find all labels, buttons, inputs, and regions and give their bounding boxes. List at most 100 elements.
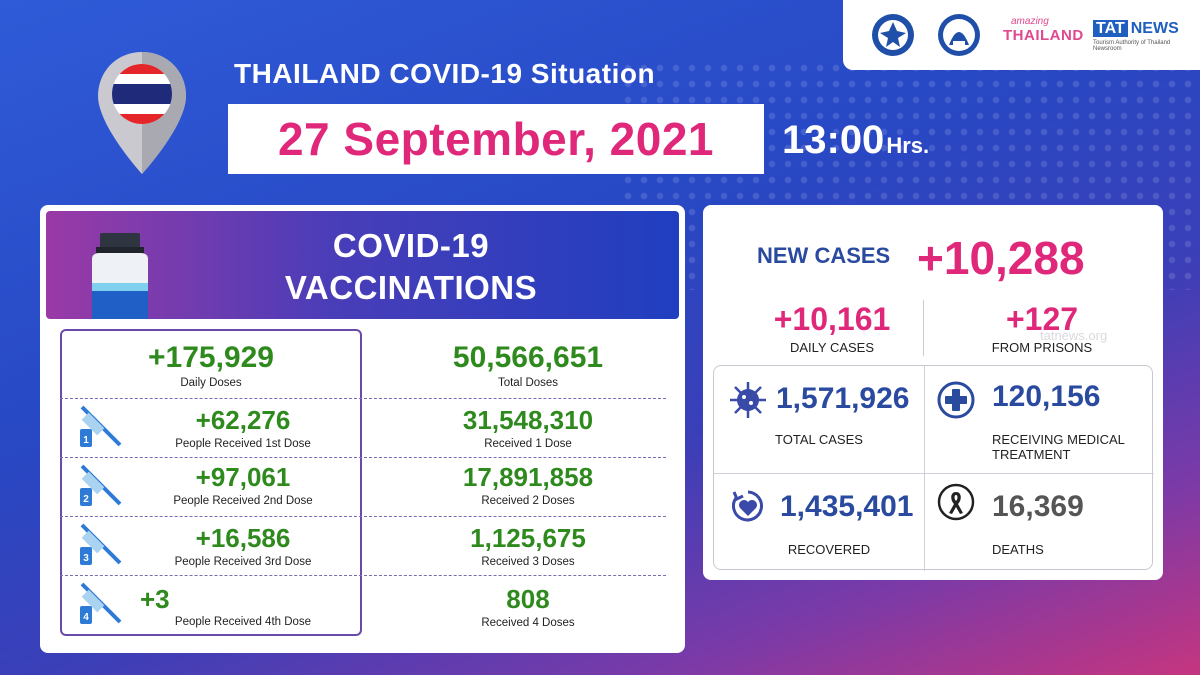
- prison-cases-cell: +127 FROM PRISONS: [937, 301, 1147, 355]
- total-cases-label-wrap: TOTAL CASES: [714, 432, 924, 447]
- second-dose-daily-cell: +97,061 People Received 2nd Dose: [130, 462, 356, 507]
- total-cases-stat: 1,571,926: [776, 382, 909, 416]
- syringe-icon: 3: [80, 523, 122, 565]
- thailand-flag-pin-icon: [98, 52, 186, 174]
- stats-divider-vertical: [924, 366, 925, 571]
- tat-seal-icon: [938, 14, 980, 56]
- syringe-icon: 1: [80, 405, 122, 447]
- amazing-small-text: amazing: [1011, 16, 1049, 27]
- syringe-dose-number: 2: [83, 494, 89, 505]
- daily-doses-cell: +175,929 Daily Doses: [60, 341, 362, 389]
- recovered-label-wrap: RECOVERED: [714, 542, 944, 557]
- recovered-heart-icon: [732, 490, 763, 522]
- tat-sub-text: Tourism Authority of Thailand Newsroom: [1093, 40, 1171, 52]
- total-doses-cell: 50,566,651 Total Doses: [390, 341, 666, 389]
- syringe-icon: 2: [80, 464, 122, 506]
- daily-cases-cell: +10,161 DAILY CASES: [727, 301, 937, 355]
- time-value: 13:00: [782, 118, 885, 162]
- vaccinations-header: COVID-19 VACCINATIONS: [46, 211, 679, 319]
- amazing-big-text: THAILAND: [1003, 27, 1084, 44]
- tat-news-logo: TAT NEWS Tourism Authority of Thailand Ne…: [1093, 20, 1200, 52]
- page-title: THAILAND COVID-19 Situation: [234, 58, 656, 89]
- fourth-dose-total-cell: 808 Received 4 Doses: [390, 584, 666, 629]
- second-dose-daily-label: People Received 2nd Dose: [173, 495, 313, 507]
- tat-news-text: NEWS: [1130, 20, 1179, 37]
- split-divider: [923, 300, 924, 356]
- fourth-dose-daily-value-cell: +3: [140, 584, 240, 615]
- virus-icon: [730, 382, 766, 418]
- syringe-dose-number: 4: [83, 612, 89, 623]
- first-dose-daily-cell: +62,276 People Received 1st Dose: [130, 405, 356, 450]
- report-date: 27 September, 2021: [228, 104, 764, 174]
- first-dose-total-label: Received 1 Dose: [484, 438, 572, 450]
- deaths-value: 16,369: [992, 490, 1084, 523]
- vaccine-bottle-icon: [92, 233, 148, 319]
- total-cases-label: TOTAL CASES: [775, 432, 863, 447]
- second-dose-total-value: 17,891,858: [462, 462, 594, 492]
- daily-doses-box: [60, 329, 362, 636]
- fourth-dose-daily-value: +3: [140, 584, 170, 614]
- total-doses-label: Total Doses: [497, 377, 559, 389]
- third-dose-daily-value: +16,586: [195, 523, 291, 553]
- mourning-ribbon-icon: [937, 483, 975, 521]
- fourth-dose-total-value: 808: [506, 584, 550, 614]
- third-dose-total-label: Received 3 Doses: [481, 556, 575, 568]
- first-dose-total-cell: 31,548,310 Received 1 Dose: [390, 405, 666, 450]
- vaccination-row-dose-3: 3 +16,586 People Received 3rd Dose 1,125…: [60, 516, 666, 574]
- new-cases-label: NEW CASES: [757, 243, 891, 268]
- treatment-label-line2: TREATMENT: [992, 447, 1071, 462]
- vaccinations-title-line2: VACCINATIONS: [284, 269, 538, 306]
- vaccination-row-dose-4: 4 +3 People Received 4th Dose 808 Receiv…: [60, 575, 666, 633]
- deaths-label-wrap: DEATHS: [992, 542, 1044, 557]
- stats-divider-horizontal: [714, 473, 1154, 474]
- vaccinations-panel: COVID-19 VACCINATIONS +175,929 Daily Dos…: [40, 205, 685, 653]
- daily-doses-label: Daily Doses: [180, 377, 242, 389]
- fourth-dose-daily-label-cell: People Received 4th Dose: [130, 616, 356, 628]
- third-dose-daily-cell: +16,586 People Received 3rd Dose: [130, 523, 356, 568]
- daily-cases-value: +10,161: [773, 301, 891, 337]
- deaths-label: DEATHS: [992, 542, 1044, 557]
- treatment-value: 120,156: [992, 380, 1101, 413]
- second-dose-daily-value: +97,061: [195, 462, 291, 492]
- logo-bar: amazing THAILAND TAT NEWS Tourism Authori…: [843, 0, 1200, 70]
- vaccination-row-dose-1: 1 +62,276 People Received 1st Dose 31,54…: [60, 398, 666, 456]
- syringe-dose-number: 3: [83, 553, 89, 564]
- new-cases-value: +10,288: [917, 232, 1085, 284]
- treatment-label-wrap: RECEIVING MEDICAL TREATMENT: [992, 432, 1125, 462]
- recovered-stat: 1,435,401: [780, 490, 913, 524]
- third-dose-total-cell: 1,125,675 Received 3 Doses: [390, 523, 666, 568]
- syringe-icon: 4: [80, 582, 122, 624]
- watermark: tatnews.org: [1040, 328, 1108, 343]
- daily-doses-value: +175,929: [148, 341, 274, 374]
- third-dose-daily-label: People Received 3rd Dose: [174, 556, 312, 568]
- tat-badge: TAT: [1093, 20, 1128, 37]
- report-time: 13:00Hrs.: [782, 118, 929, 163]
- first-dose-daily-value: +62,276: [195, 405, 291, 435]
- second-dose-total-cell: 17,891,858 Received 2 Doses: [390, 462, 666, 507]
- recovered-label: RECOVERED: [787, 542, 871, 557]
- vaccinations-title: COVID-19 VACCINATIONS: [246, 225, 576, 309]
- government-seal-icon: [872, 14, 914, 56]
- prison-cases-value: +127: [1005, 301, 1079, 337]
- first-dose-total-value: 31,548,310: [462, 405, 594, 435]
- treatment-stat: 120,156: [992, 380, 1100, 414]
- vaccination-row-dose-2: 2 +97,061 People Received 2nd Dose 17,89…: [60, 457, 666, 515]
- third-dose-total-value: 1,125,675: [470, 523, 586, 553]
- prison-cases-label: FROM PRISONS: [991, 340, 1093, 355]
- cumulative-stats-box: 1,571,926 TOTAL CASES 120,156 RECEIVING …: [713, 365, 1154, 571]
- deaths-stat: 16,369: [992, 490, 1084, 524]
- time-unit: Hrs.: [886, 133, 930, 158]
- vaccination-row-daily: +175,929 Daily Doses 50,566,651 Total Do…: [60, 335, 666, 397]
- recovered-value: 1,435,401: [780, 490, 914, 523]
- amazing-thailand-logo: amazing THAILAND: [1003, 16, 1084, 44]
- cases-panel: NEW CASES +10,288 +10,161 DAILY CASES +1…: [703, 205, 1163, 580]
- daily-cases-label: DAILY CASES: [789, 340, 875, 355]
- fourth-dose-total-label: Received 4 Doses: [481, 617, 575, 629]
- first-dose-daily-label: People Received 1st Dose: [175, 438, 311, 450]
- total-cases-value: 1,571,926: [776, 382, 910, 415]
- second-dose-total-label: Received 2 Doses: [481, 495, 575, 507]
- syringe-dose-number: 1: [83, 435, 89, 446]
- total-doses-value: 50,566,651: [452, 341, 604, 374]
- fourth-dose-daily-label: People Received 4th Dose: [174, 616, 312, 628]
- vaccinations-title-line1: COVID-19: [332, 227, 490, 264]
